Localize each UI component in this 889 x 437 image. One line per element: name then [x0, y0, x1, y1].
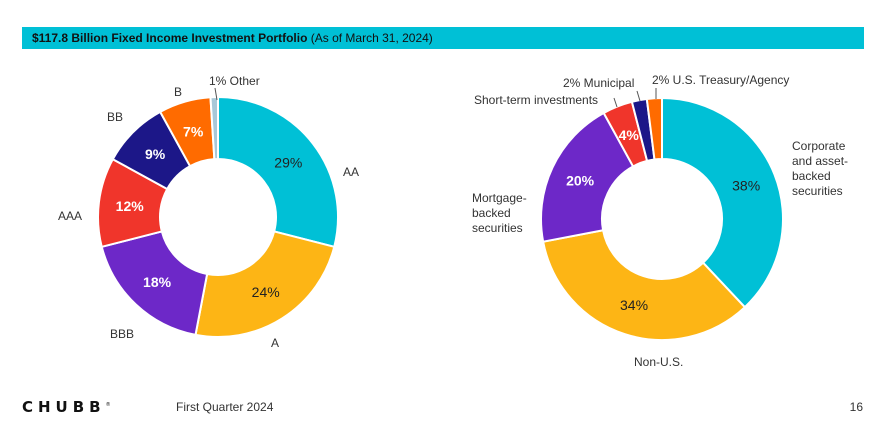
footer: CHUBB® First Quarter 2024 16 — [0, 392, 889, 422]
value-label-mortgage-backed-securities: 20% — [566, 172, 595, 188]
value-label-bbb: 18% — [143, 274, 172, 290]
credit-quality-donut: 29% 24% 18% 12% 9% 7% — [97, 95, 339, 338]
slice-u-s-treasury-agency — [645, 96, 663, 161]
label-other: 1% Other — [209, 74, 260, 88]
label-non-us: Non-U.S. — [634, 355, 683, 369]
slice-other — [209, 95, 219, 161]
donut-charts: 29%24%18%12%9%7% 38%34%20%4% AA A BBB AA… — [58, 73, 851, 369]
value-label-corporate-and-asset-backed-securities: 38% — [732, 178, 760, 194]
label-aa: AA — [343, 165, 359, 179]
label-b: B — [174, 85, 182, 99]
value-label-non-u-s: 34% — [620, 297, 648, 313]
value-label-bb: 9% — [145, 146, 166, 162]
title-date: (As of March 31, 2024) — [307, 31, 433, 45]
label-mortgage: Mortgage- backed securities — [472, 191, 530, 235]
leader-other — [214, 87, 218, 101]
label-aaa: AAA — [58, 209, 82, 223]
slice-a — [194, 230, 336, 338]
slice-corporate-and-asset-backed-securities — [661, 96, 784, 309]
slice-aa — [217, 95, 339, 249]
leader-municipal — [636, 90, 641, 102]
label-a: A — [271, 336, 279, 350]
label-treasury: 2% U.S. Treasury/Agency — [652, 73, 789, 87]
label-short-term: Short-term investments — [474, 93, 598, 107]
leader-short-term — [613, 97, 618, 108]
value-label-a: 24% — [252, 284, 280, 300]
value-label-b: 7% — [183, 124, 204, 140]
label-municipal: 2% Municipal — [563, 76, 634, 90]
label-bb: BB — [107, 110, 123, 124]
sector-donut: 38% 34% 20% 4% — [540, 96, 784, 341]
slice-non-u-s — [541, 229, 747, 341]
title-banner: $117.8 Billion Fixed Income Investment P… — [22, 27, 864, 49]
value-label-aa: 29% — [274, 154, 302, 170]
page-number: 16 — [849, 400, 863, 414]
value-label-short-term-investments: 4% — [619, 127, 640, 143]
label-corporate: Corporate and asset- backed securities — [792, 139, 851, 198]
chubb-logo: CHUBB® — [22, 398, 111, 416]
label-bbb: BBB — [110, 327, 134, 341]
value-label-aaa: 12% — [116, 198, 145, 214]
slice-mortgage-backed-securities — [540, 111, 635, 243]
footer-quarter: First Quarter 2024 — [176, 400, 274, 414]
title-bold: $117.8 Billion Fixed Income Investment P… — [32, 31, 308, 45]
